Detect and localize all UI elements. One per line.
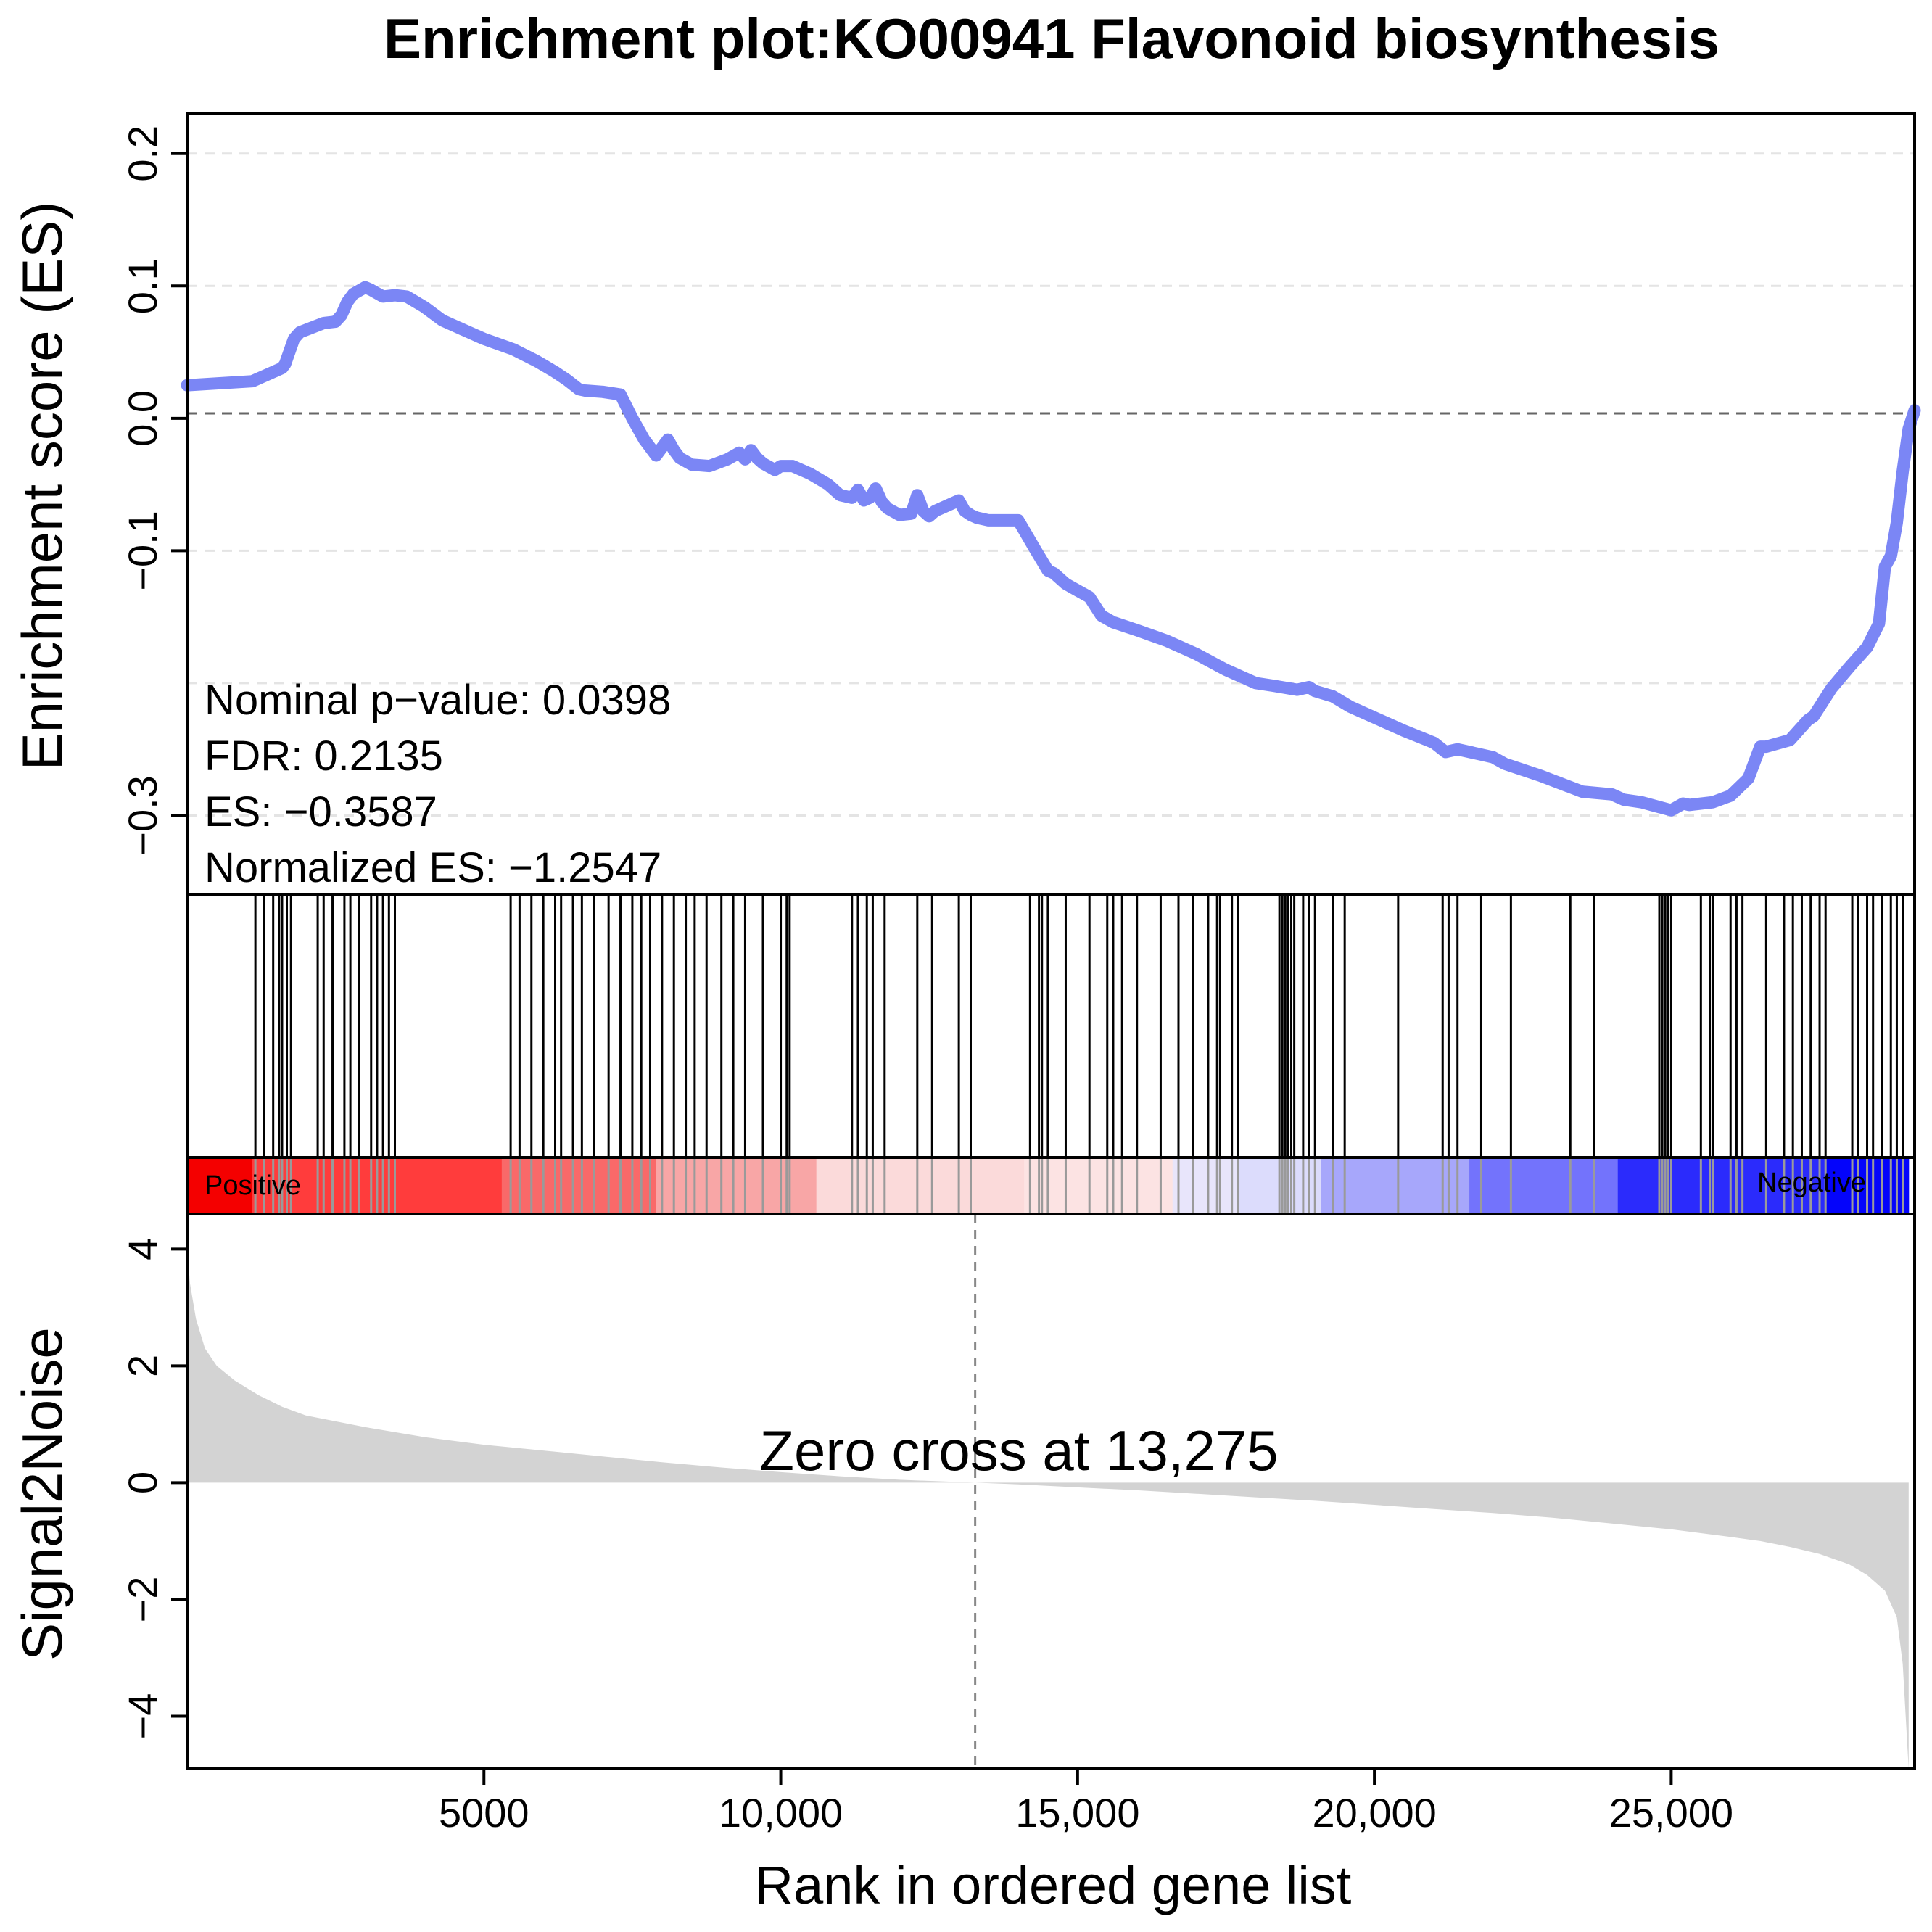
x-tick-label: 5000 (439, 1790, 529, 1836)
chart-title: Enrichment plot:KO00941 Flavonoid biosyn… (384, 7, 1720, 70)
hits-panel: Positive Negative (186, 893, 1916, 1215)
metric-y-axis-label: Signal2Noise (10, 1327, 74, 1661)
es-y-tick-label: 0.1 (120, 257, 165, 314)
stat-nominal-p: Nominal p−value: 0.0398 (205, 677, 671, 724)
x-tick-label: 20,000 (1312, 1790, 1436, 1836)
zero-cross-label: Zero cross at 13,275 (759, 1419, 1278, 1482)
band-segment (1172, 1157, 1239, 1214)
es-panel-frame (186, 112, 1916, 896)
x-axis: 5000 10,000 15,000 20,000 25,000 (439, 1769, 1733, 1836)
stat-es: ES: −0.3587 (205, 788, 437, 835)
band-segment (1617, 1157, 1826, 1214)
band-segment (656, 1157, 817, 1214)
metric-y-tick-label: 0 (120, 1471, 165, 1494)
band-segment (501, 1157, 657, 1214)
band-segment (816, 1157, 1025, 1214)
metric-y-tick-label: −4 (120, 1693, 165, 1740)
signal2noise-area (187, 1249, 1909, 1769)
band-positive-label: Positive (205, 1171, 301, 1201)
es-y-tick-label: 0.0 (120, 390, 165, 447)
band-negative-label: Negative (1757, 1168, 1866, 1198)
x-tick-label: 10,000 (719, 1790, 843, 1836)
stat-fdr: FDR: 0.2135 (205, 732, 443, 780)
band-segment (1321, 1157, 1470, 1214)
metric-y-tick-label: 4 (120, 1238, 165, 1260)
metric-y-tick-label: −2 (120, 1577, 165, 1623)
es-gridlines (187, 152, 1915, 817)
es-y-axis: 0.2 0.1 0.0 −0.1 −0.3 (120, 125, 187, 856)
x-tick-label: 15,000 (1015, 1790, 1139, 1836)
metric-y-tick-label: 2 (120, 1355, 165, 1377)
es-y-axis-label: Enrichment score (ES) (10, 202, 74, 771)
stat-normalized-es: Normalized ES: −1.2547 (205, 844, 661, 891)
gene-hit-lines (254, 895, 1904, 1214)
x-axis-label: Rank in ordered gene list (755, 1855, 1352, 1915)
metric-panel: Zero cross at 13,275 4 2 0 −2 −4 Signal2Nois… (10, 1213, 1916, 1770)
es-y-tick-label: −0.3 (120, 775, 165, 856)
es-running-sum-line (181, 281, 1921, 817)
es-y-tick-label: −0.1 (120, 511, 165, 591)
x-tick-label: 25,000 (1609, 1790, 1733, 1836)
es-panel: 0.20.10.0−0.1−0.3 Enrichment score (ES) … (10, 112, 1921, 896)
metric-y-axis: 4 2 0 −2 −4 (120, 1238, 187, 1740)
band-segment (187, 1157, 253, 1214)
es-y-tick-label: 0.2 (120, 125, 165, 182)
band-segment (1024, 1157, 1173, 1214)
metric-panel-frame (186, 1213, 1916, 1770)
band-segment (1469, 1157, 1619, 1214)
